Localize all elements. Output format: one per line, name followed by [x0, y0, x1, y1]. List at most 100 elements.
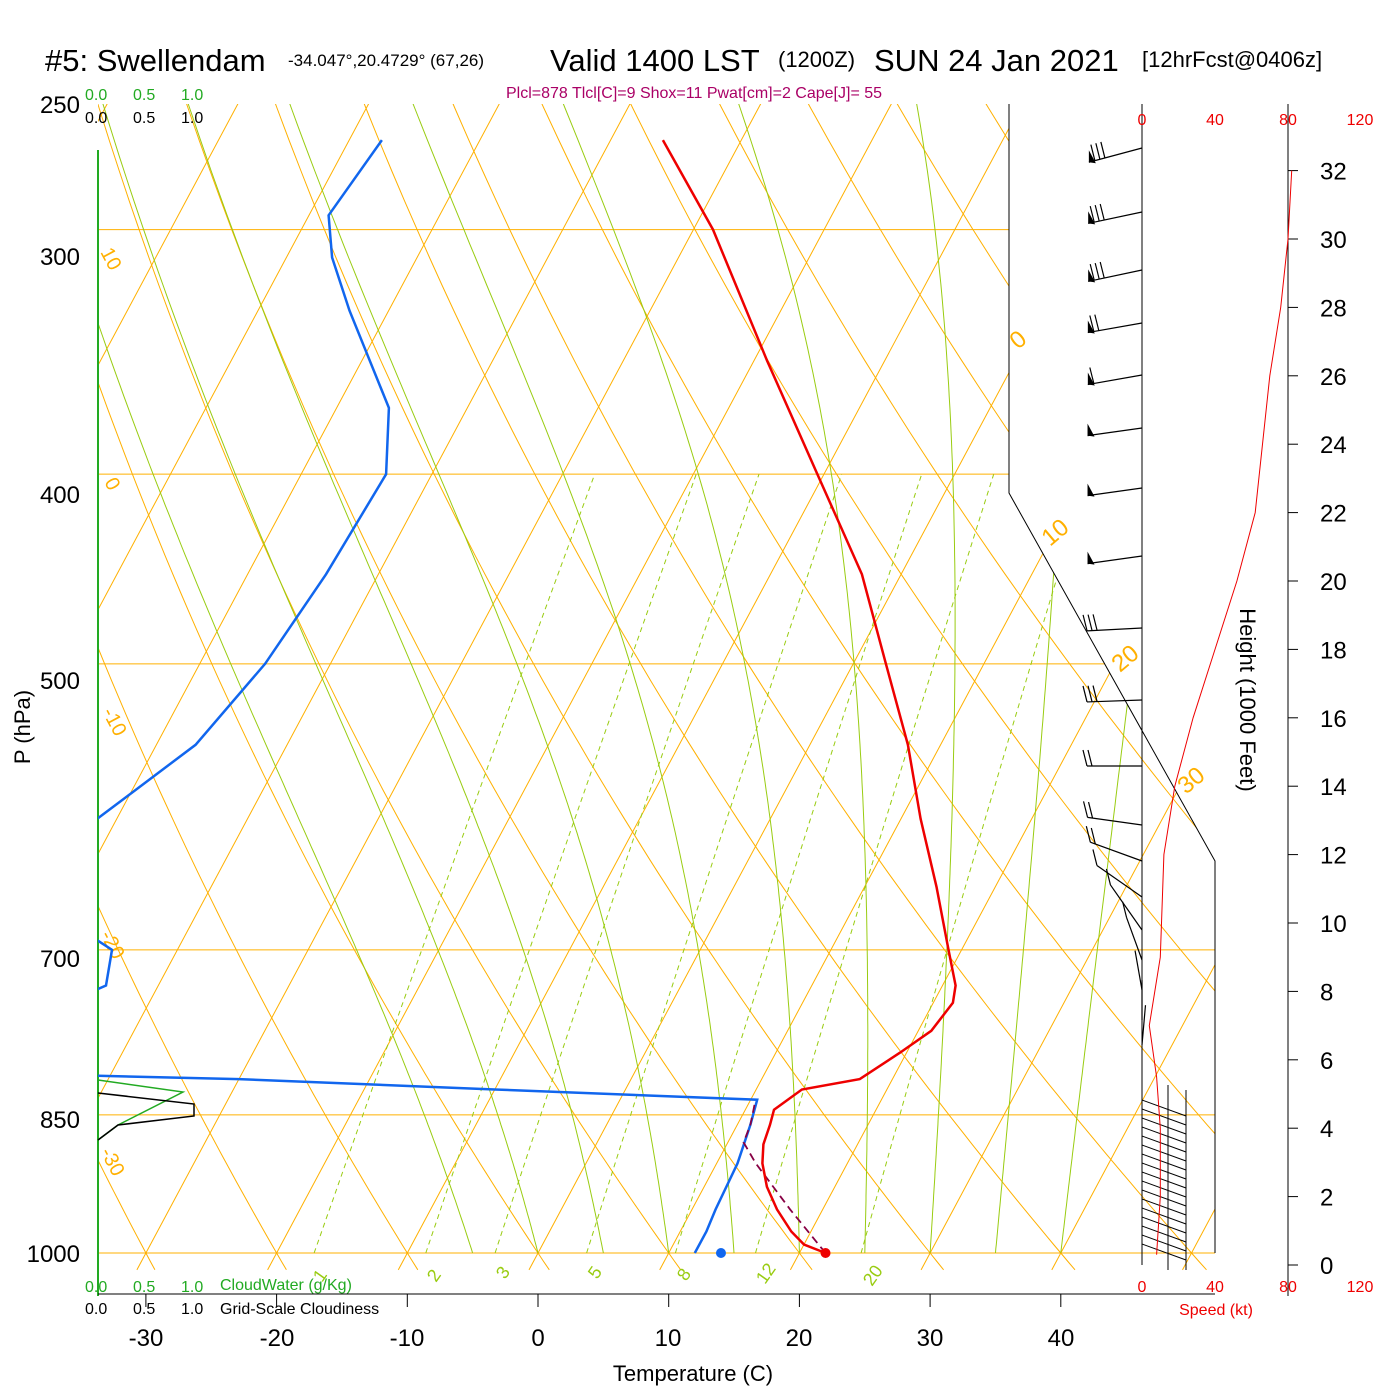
dry-adiabat: [352, 104, 1076, 1271]
wind-barb: [1092, 849, 1143, 898]
moist-adiabat: [551, 104, 800, 1254]
barb-feather: [1090, 144, 1096, 161]
wind-barb: [1105, 868, 1143, 931]
isotherm: [98, 104, 647, 1271]
height-tick-label: 20: [1320, 569, 1347, 596]
barb-shaft: [1087, 699, 1143, 703]
barb-feather: [1082, 614, 1088, 632]
low-level-barb: [1141, 1162, 1187, 1180]
cloud-scale-value: 1.0: [181, 110, 203, 127]
temp-tick-label: -10: [390, 1325, 425, 1352]
isotherm: [528, 104, 1169, 1271]
moist-adiabat: [98, 104, 474, 1254]
temperature-axis: -30 -20 -10 0 10 20 30 40 Temperature (C…: [129, 1294, 1074, 1386]
isotherm-label: -20: [96, 927, 129, 963]
low-level-barb: [1141, 1180, 1187, 1198]
dry-adiabat: [528, 104, 1215, 1271]
moist-adiabat: [178, 104, 604, 1254]
barb-feather: [1089, 367, 1095, 384]
barb-feather: [1092, 614, 1098, 631]
x-axis-label: Temperature (C): [613, 1361, 773, 1386]
height-tick-label: 22: [1320, 501, 1347, 528]
low-level-barb: [1141, 1153, 1187, 1171]
cloud-scale-top: 0.0 0.5 1.0 0.0 0.5 1.0: [85, 87, 203, 127]
wind-barb: [1087, 367, 1143, 386]
height-axis-label: Height (1000 Feet): [1235, 608, 1260, 791]
height-tick-label: 6: [1320, 1048, 1333, 1075]
barb-shaft: [1087, 816, 1143, 826]
cloud-scale-value: 1.0: [181, 1279, 203, 1296]
barb-shaft: [1109, 884, 1143, 931]
height-tick-label: 12: [1320, 843, 1347, 870]
forecast-tag: [12hrFcst@0406z]: [1142, 47, 1322, 72]
low-level-barb: [1141, 1225, 1187, 1243]
barb-flag: [1087, 551, 1095, 565]
mixing-ratio-label: 12: [752, 1259, 780, 1287]
cloud-scale-value: 0.0: [85, 1301, 107, 1318]
barb-feather: [1092, 849, 1098, 866]
cloud-scale-value: 0.0: [85, 110, 107, 127]
low-level-barb: [1141, 1126, 1187, 1144]
isotherm: [98, 104, 385, 1271]
station-coords: -34.047°,20.4729° (67,26): [288, 51, 484, 70]
barb-shaft: [1088, 211, 1143, 225]
y-axis-label: P (hPa): [10, 690, 35, 764]
isotherm: [789, 104, 1215, 1271]
wind-barb: [1085, 826, 1143, 862]
height-tick-label: 10: [1320, 911, 1347, 938]
utc-time: (1200Z): [778, 47, 855, 72]
wind-barb: [1088, 203, 1143, 225]
dry-adiabat: [264, 104, 944, 1271]
barb-shaft: [1141, 1005, 1147, 1046]
barb-shaft: [1087, 487, 1143, 497]
barb-feather: [1094, 204, 1100, 222]
low-level-barb: [1141, 1108, 1187, 1126]
cloud-scale-value: 0.5: [133, 87, 155, 104]
barb-shaft: [1087, 427, 1143, 437]
barb-feather: [1095, 143, 1101, 160]
dry-adiabat: [176, 104, 813, 1271]
temperature-profile: [661, 139, 957, 1255]
temp-tick-label: 10: [655, 1325, 682, 1352]
low-level-barb: [1141, 1207, 1187, 1225]
temp-tick-label: 20: [786, 1325, 813, 1352]
speed-tick: 40: [1206, 112, 1224, 129]
wind-barb: [1122, 901, 1143, 961]
low-level-barb: [1141, 1099, 1187, 1117]
moist-adiabat: [401, 104, 735, 1254]
parcel-path: [742, 1104, 827, 1254]
speed-tick: 120: [1347, 1279, 1374, 1296]
stability-indices: Plcl=878 Tlcl[C]=9 Shox=11 Pwat[cm]=2 Ca…: [506, 85, 882, 102]
barb-flag: [1087, 483, 1095, 497]
low-level-barb: [1141, 1243, 1187, 1261]
moist-adiabat: [910, 104, 956, 1254]
speed-tick: 80: [1279, 112, 1297, 129]
low-level-barb: [1141, 1216, 1187, 1234]
height-tick-label: 24: [1320, 432, 1347, 459]
mixing-ratio-line: [674, 474, 923, 1254]
surface-dewpoint-marker: [715, 1248, 726, 1258]
mixing-ratio-labels: 1 2 3 5 8 12 20: [309, 1259, 887, 1289]
pressure-tick: 1000: [27, 1241, 80, 1268]
isotherm: [136, 104, 777, 1271]
barb-shaft: [1087, 374, 1143, 386]
isotherm-label: -10: [98, 704, 131, 740]
barb-feather: [1099, 261, 1105, 279]
speed-tick: 40: [1206, 1279, 1224, 1296]
temp-tick-label: 30: [917, 1325, 944, 1352]
wind-barbs: [1082, 141, 1187, 1270]
barb-shaft: [1096, 864, 1143, 898]
wind-barb: [1082, 614, 1143, 632]
cloud-scale-value: 0.0: [85, 87, 107, 104]
valid-time: Valid 1400 LST: [550, 43, 760, 78]
isotherm: [98, 104, 516, 1271]
speed-axis-label: Speed (kt): [1179, 1302, 1253, 1319]
height-tick-label: 30: [1320, 227, 1347, 254]
dry-adiabat: [98, 104, 682, 1271]
barb-feather: [1087, 614, 1093, 631]
cloud-scale-value: 0.5: [133, 1279, 155, 1296]
moist-adiabat: [278, 104, 670, 1254]
speed-tick: 0: [1138, 112, 1147, 129]
barb-feather: [1094, 262, 1100, 280]
